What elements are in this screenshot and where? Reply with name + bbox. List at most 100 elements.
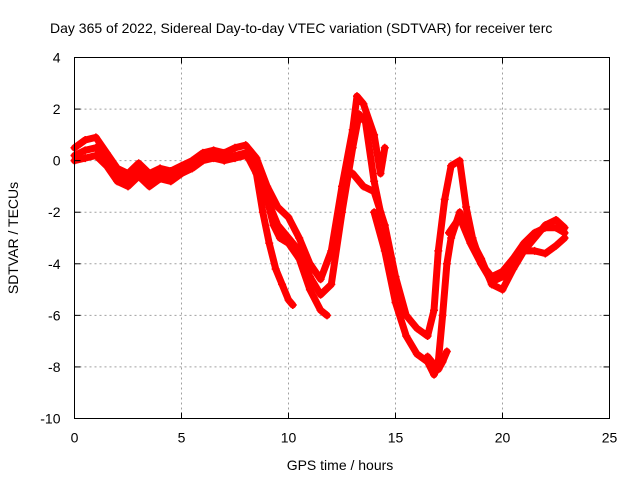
x-tick-label: 15 xyxy=(388,430,404,446)
data-point-marker xyxy=(124,169,132,178)
data-point-marker xyxy=(466,239,475,248)
y-tick-label: 2 xyxy=(53,101,61,117)
y-tick-label: -10 xyxy=(40,411,60,427)
data-point-marker xyxy=(258,208,267,217)
data-point-marker xyxy=(370,187,379,196)
data-point-marker xyxy=(263,195,272,204)
data-point-marker xyxy=(134,172,143,181)
data-point-marker xyxy=(91,133,100,142)
data-point-marker xyxy=(269,221,278,230)
x-axis-label: GPS time / hours xyxy=(287,457,394,473)
data-point-marker xyxy=(509,264,518,273)
data-point-marker xyxy=(275,234,284,242)
data-point-marker xyxy=(209,154,218,163)
data-point-marker xyxy=(265,239,274,248)
data-point-marker xyxy=(273,203,282,212)
series-group xyxy=(70,92,569,379)
data-point-marker xyxy=(278,280,287,289)
data-point-marker xyxy=(305,285,314,294)
data-point-marker xyxy=(376,169,385,178)
data-point-marker xyxy=(220,156,229,165)
data-point-marker xyxy=(430,360,439,369)
data-point-marker xyxy=(316,290,325,299)
grid xyxy=(74,57,610,419)
data-point-marker xyxy=(487,280,496,289)
data-point-marker xyxy=(560,228,569,237)
data-point-marker xyxy=(391,298,400,307)
series-track-g xyxy=(423,347,451,374)
data-point-marker xyxy=(498,267,507,276)
data-point-marker xyxy=(440,195,449,204)
data-point-marker xyxy=(380,246,389,255)
data-point-marker xyxy=(316,306,325,315)
data-point-marker xyxy=(530,228,539,237)
data-point-marker xyxy=(338,208,346,217)
data-point-marker xyxy=(430,306,439,315)
data-point-marker xyxy=(271,264,280,273)
data-point-marker xyxy=(145,169,154,178)
data-point-marker xyxy=(359,99,368,108)
data-point-marker xyxy=(455,156,464,165)
data-point-marker xyxy=(91,151,100,160)
series-line xyxy=(71,110,384,299)
data-point-marker xyxy=(519,239,528,248)
series-track-a xyxy=(70,92,389,284)
data-point-marker xyxy=(124,182,132,191)
data-point-marker xyxy=(412,350,421,359)
data-point-marker xyxy=(252,161,261,170)
data-point-marker xyxy=(156,174,165,183)
data-point-marker xyxy=(438,311,447,320)
data-point-marker xyxy=(530,246,539,255)
y-tick-label: -2 xyxy=(48,204,61,220)
data-point-marker xyxy=(198,156,207,165)
data-point-marker xyxy=(380,143,389,152)
data-point-marker xyxy=(541,223,550,232)
y-tick-label: 0 xyxy=(53,153,61,169)
data-point-marker xyxy=(252,154,261,163)
data-point-marker xyxy=(552,215,560,224)
x-tick-label: 5 xyxy=(178,430,186,446)
data-point-marker xyxy=(284,213,293,222)
data-point-marker xyxy=(370,208,379,217)
data-point-marker xyxy=(284,239,293,248)
data-point-marker xyxy=(359,182,368,191)
data-point-marker xyxy=(81,154,90,163)
data-point-marker xyxy=(188,164,197,173)
data-point-marker xyxy=(81,136,90,145)
data-point-marker xyxy=(423,331,432,340)
data-point-marker xyxy=(316,275,325,284)
data-point-marker xyxy=(477,259,486,268)
data-point-marker xyxy=(288,301,297,310)
data-point-marker xyxy=(91,143,100,152)
data-point-marker xyxy=(487,272,496,281)
series-track-h xyxy=(445,213,569,281)
data-point-marker xyxy=(177,169,186,178)
x-tick-label: 10 xyxy=(281,430,297,446)
data-point-marker xyxy=(442,259,451,268)
x-tick-label: 0 xyxy=(71,430,79,446)
data-point-marker xyxy=(145,182,154,191)
data-point-marker xyxy=(81,146,90,155)
data-point-marker xyxy=(462,203,471,212)
series-line xyxy=(445,213,569,281)
data-point-marker xyxy=(355,110,364,119)
data-point-marker xyxy=(231,154,239,163)
series-line xyxy=(71,152,331,319)
data-point-marker xyxy=(231,143,239,152)
y-tick-label: -8 xyxy=(48,359,61,375)
data-point-marker xyxy=(327,280,336,289)
data-point-marker xyxy=(438,357,447,366)
data-point-marker xyxy=(134,159,143,168)
y-axis-label: SDTVAR / TECUs xyxy=(5,182,21,294)
series-track-d xyxy=(252,169,297,310)
data-point-marker xyxy=(348,143,357,152)
y-tick-label: 4 xyxy=(53,50,61,66)
data-point-marker xyxy=(509,254,518,263)
data-point-marker xyxy=(455,213,464,222)
data-point-marker xyxy=(412,324,421,333)
data-point-marker xyxy=(541,249,550,258)
data-point-marker xyxy=(113,177,122,186)
data-point-marker xyxy=(361,117,370,126)
data-point-marker xyxy=(295,254,304,263)
